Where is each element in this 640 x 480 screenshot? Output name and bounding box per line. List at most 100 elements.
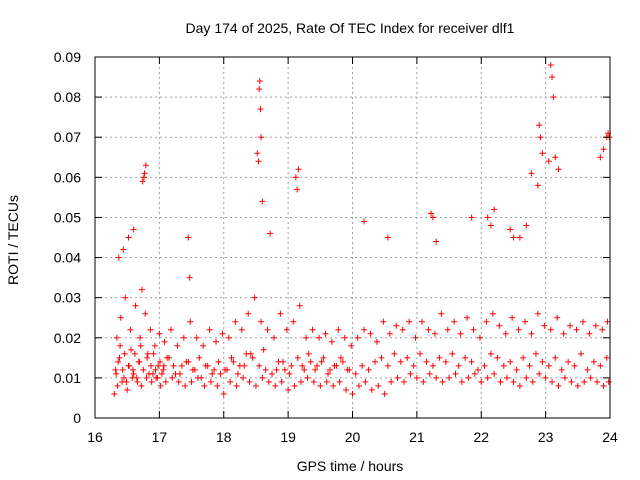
data-point bbox=[265, 378, 272, 385]
x-tick-label: 22 bbox=[473, 429, 489, 445]
data-point bbox=[113, 334, 120, 341]
data-point bbox=[142, 162, 149, 169]
data-point bbox=[523, 374, 530, 381]
data-point bbox=[555, 382, 562, 389]
data-point bbox=[592, 322, 599, 329]
data-point bbox=[335, 326, 342, 333]
data-point bbox=[429, 214, 436, 221]
data-point bbox=[111, 390, 118, 397]
data-point bbox=[552, 154, 559, 161]
data-point bbox=[295, 166, 302, 173]
data-point bbox=[468, 358, 475, 365]
data-point bbox=[359, 362, 366, 369]
data-point bbox=[245, 310, 252, 317]
data-point bbox=[140, 174, 147, 181]
data-point bbox=[349, 390, 356, 397]
data-point bbox=[484, 214, 491, 221]
data-point bbox=[336, 378, 343, 385]
data-point bbox=[491, 370, 498, 377]
data-point bbox=[251, 294, 258, 301]
data-point bbox=[120, 374, 127, 381]
data-point bbox=[554, 314, 561, 321]
data-point bbox=[510, 234, 517, 241]
data-point bbox=[438, 310, 445, 317]
data-point bbox=[151, 342, 158, 349]
data-point bbox=[433, 374, 440, 381]
data-point bbox=[129, 366, 136, 373]
data-point bbox=[399, 326, 406, 333]
data-point bbox=[600, 146, 607, 153]
data-point bbox=[537, 134, 544, 141]
data-point bbox=[296, 302, 303, 309]
data-point bbox=[433, 238, 440, 245]
data-point bbox=[323, 378, 330, 385]
data-point bbox=[446, 374, 453, 381]
data-point bbox=[455, 362, 462, 369]
data-point bbox=[419, 318, 426, 325]
data-point bbox=[124, 386, 131, 393]
data-point bbox=[312, 366, 319, 373]
data-point bbox=[310, 378, 317, 385]
data-point bbox=[337, 354, 344, 361]
data-point bbox=[550, 94, 557, 101]
data-point bbox=[123, 378, 130, 385]
y-tick-label: 0.06 bbox=[54, 169, 81, 185]
data-point bbox=[549, 74, 556, 81]
data-point bbox=[420, 378, 427, 385]
data-point bbox=[532, 350, 539, 357]
data-point bbox=[604, 318, 611, 325]
data-point bbox=[150, 350, 157, 357]
data-point bbox=[262, 366, 269, 373]
data-point bbox=[286, 370, 293, 377]
data-point bbox=[187, 318, 194, 325]
data-point bbox=[260, 346, 267, 353]
data-point bbox=[269, 370, 276, 377]
data-point bbox=[132, 302, 139, 309]
data-point bbox=[354, 334, 361, 341]
data-point bbox=[272, 382, 279, 389]
data-point bbox=[186, 274, 193, 281]
data-point bbox=[211, 366, 218, 373]
data-point bbox=[444, 326, 451, 333]
data-point bbox=[234, 370, 241, 377]
data-point bbox=[209, 370, 216, 377]
data-point bbox=[475, 366, 482, 373]
data-point bbox=[378, 354, 385, 361]
data-point bbox=[139, 178, 146, 185]
data-point bbox=[568, 378, 575, 385]
data-point bbox=[116, 354, 123, 361]
data-point bbox=[117, 314, 124, 321]
data-point bbox=[545, 362, 552, 369]
data-point bbox=[294, 354, 301, 361]
data-point bbox=[534, 182, 541, 189]
data-point bbox=[304, 374, 311, 381]
data-point bbox=[157, 358, 164, 365]
data-point bbox=[322, 330, 329, 337]
data-point bbox=[142, 310, 149, 317]
data-point bbox=[341, 334, 348, 341]
x-tick-label: 16 bbox=[87, 429, 103, 445]
data-point bbox=[526, 362, 533, 369]
data-point bbox=[536, 122, 543, 129]
data-point bbox=[344, 366, 351, 373]
data-point bbox=[160, 366, 167, 373]
data-point bbox=[361, 326, 368, 333]
data-point bbox=[155, 362, 162, 369]
data-point bbox=[542, 374, 549, 381]
data-point bbox=[117, 342, 124, 349]
data-point bbox=[605, 378, 612, 385]
data-point bbox=[367, 330, 374, 337]
data-point bbox=[254, 150, 261, 157]
data-point bbox=[283, 326, 290, 333]
x-tick-label: 21 bbox=[409, 429, 425, 445]
y-tick-label: 0.03 bbox=[54, 290, 81, 306]
data-point bbox=[565, 358, 572, 365]
x-tick-label: 24 bbox=[602, 429, 618, 445]
data-point bbox=[232, 318, 239, 325]
data-point bbox=[328, 338, 335, 345]
data-point bbox=[148, 362, 155, 369]
data-point bbox=[115, 254, 122, 261]
data-point bbox=[412, 334, 419, 341]
data-point bbox=[571, 362, 578, 369]
data-point bbox=[131, 350, 138, 357]
